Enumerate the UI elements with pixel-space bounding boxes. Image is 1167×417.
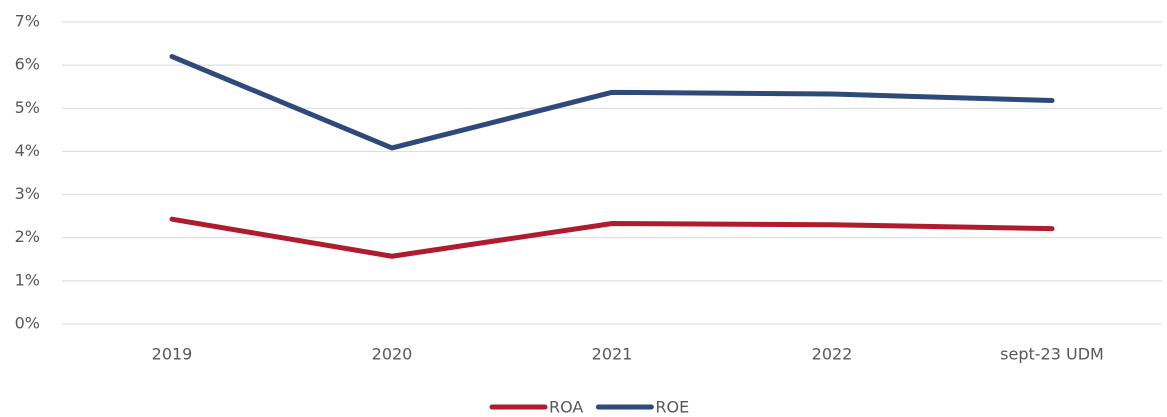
y-tick-label: 2%	[15, 227, 40, 246]
x-tick-label: 2019	[152, 345, 193, 364]
y-tick-label: 5%	[15, 98, 40, 117]
legend-label: ROA	[549, 398, 583, 417]
x-tick-label: 2020	[372, 345, 413, 364]
x-tick-label: sept-23 UDM	[1000, 345, 1104, 364]
x-tick-label: 2022	[812, 345, 853, 364]
series-line	[169, 54, 1055, 151]
y-tick-label: 7%	[15, 12, 40, 31]
y-tick-label: 6%	[15, 55, 40, 74]
y-tick-label: 1%	[15, 270, 40, 289]
x-tick-label: 2021	[592, 345, 633, 364]
y-tick-label: 3%	[15, 184, 40, 203]
legend-label: ROE	[655, 398, 689, 417]
y-tick-label: 4%	[15, 141, 40, 160]
series-line	[169, 216, 1055, 259]
y-tick-label: 0%	[15, 314, 40, 333]
